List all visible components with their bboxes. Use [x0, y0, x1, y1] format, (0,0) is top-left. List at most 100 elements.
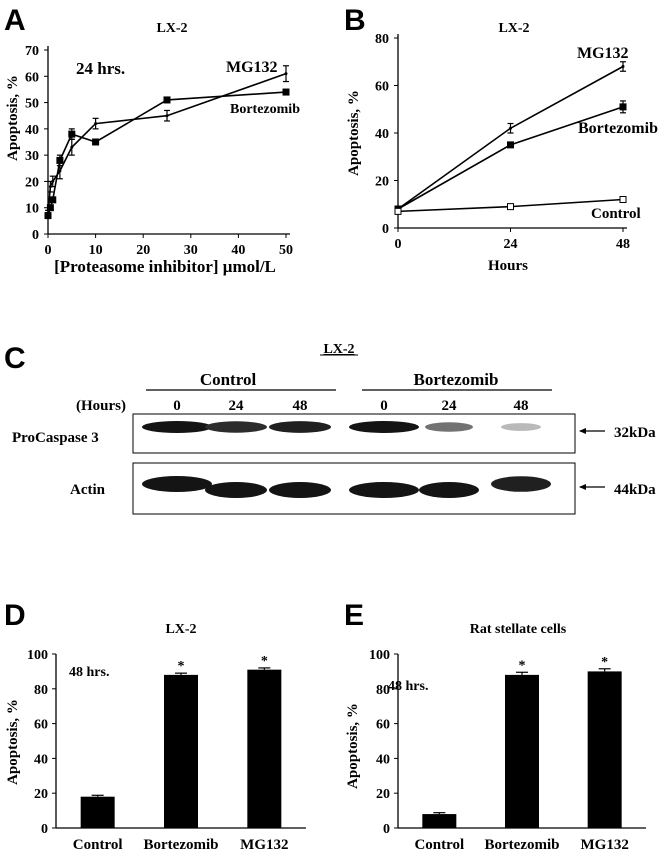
- y-tick-label: 60: [34, 718, 48, 733]
- y-tick-label: 0: [32, 228, 39, 243]
- panel-d: D LX-2 48 hrs. Apoptosis, % 0 20 40 60 80 100…: [4, 599, 306, 850]
- bar-bortezomib: [164, 674, 198, 828]
- panel-c: C LX-2 Control Bortezomib (Hours) 0 24 48 0…: [4, 342, 656, 515]
- panel-a: A LX-2 24 hrs. Apoptosis, % [Proteasome …: [4, 4, 300, 276]
- data-point-mg132: [165, 114, 169, 118]
- data-point-bortezomib: [56, 156, 64, 164]
- panel-c-letter: C: [4, 342, 26, 375]
- panel-a-title: LX-2: [156, 21, 187, 36]
- panel-b-xlabel: Hours: [488, 258, 528, 274]
- blot-band-procaspase3: [205, 421, 267, 433]
- plot-a: 0 10 20 30 40 50 60 70 0 10 20 30 40 50 MG132 Bortezomi…: [25, 44, 300, 258]
- y-tick-label: 60: [375, 80, 389, 95]
- blot-lane-label: 0: [173, 398, 181, 414]
- y-tick-label: 0: [382, 222, 389, 237]
- panel-b-letter: B: [344, 4, 366, 37]
- series-label-bortezomib: Bortezomib: [578, 120, 658, 137]
- x-category-label: MG132: [240, 837, 288, 850]
- significance-marker: *: [519, 658, 526, 673]
- y-tick-label: 80: [34, 683, 48, 698]
- x-tick-label: 0: [395, 237, 402, 252]
- data-point-bortezomib: [282, 88, 290, 96]
- y-tick-label: 20: [34, 787, 48, 802]
- y-tick-label: 20: [25, 175, 39, 190]
- panel-d-ylabel: Apoptosis, %: [5, 699, 21, 785]
- panel-e: E Rat stellate cells 48 hrs. Apoptosis, …: [344, 599, 646, 850]
- panel-e-time-label: 48 hrs.: [388, 679, 428, 694]
- x-tick-label: 10: [89, 243, 103, 258]
- y-tick-label: 40: [25, 123, 39, 138]
- blot-lane-label: 24: [229, 398, 245, 414]
- y-tick-label: 30: [25, 149, 39, 164]
- blot-band-actin: [349, 482, 419, 498]
- series-label-bortezomib: Bortezomib: [230, 102, 300, 117]
- x-category-label: Bortezomib: [144, 837, 219, 850]
- y-tick-label: 40: [376, 752, 390, 767]
- y-tick-label: 10: [25, 202, 39, 217]
- blot-band-procaspase3: [142, 421, 212, 433]
- y-tick-label: 60: [25, 70, 39, 85]
- series-line-mg132: [397, 65, 624, 210]
- blot-hours-label: (Hours): [76, 398, 126, 414]
- data-point-bortezomib: [46, 204, 54, 212]
- panel-e-letter: E: [344, 599, 364, 632]
- blot-band-actin: [419, 482, 479, 498]
- blot-membrane-procaspase3: [132, 413, 576, 454]
- data-point-control: [507, 203, 514, 211]
- data-point-bortezomib: [619, 103, 627, 111]
- blot-size-procaspase3: 32kDa: [614, 425, 656, 441]
- significance-marker: *: [261, 654, 268, 669]
- series-label-mg132: MG132: [577, 45, 629, 62]
- series-label-control: Control: [591, 206, 641, 222]
- y-tick-label: 80: [375, 32, 389, 47]
- x-tick-label: 20: [136, 243, 150, 258]
- blot-lane-label: 0: [380, 398, 388, 414]
- y-tick-label: 100: [369, 648, 390, 663]
- bar-mg132: [587, 671, 622, 828]
- data-point-bortezomib: [68, 130, 76, 138]
- blot-band-procaspase3: [501, 423, 541, 431]
- x-category-label: MG132: [581, 837, 629, 850]
- data-point-bortezomib: [92, 138, 100, 146]
- data-point-mg132: [51, 179, 55, 183]
- data-point-mg132: [621, 65, 625, 68]
- panel-a-letter: A: [4, 4, 26, 37]
- blot-band-actin: [269, 482, 331, 498]
- y-tick-label: 40: [34, 752, 48, 767]
- data-point-bortezomib: [49, 196, 57, 204]
- x-tick-label: 0: [45, 243, 52, 258]
- data-point-bortezomib: [507, 141, 514, 149]
- data-point-mg132: [509, 126, 512, 130]
- blot-arrowhead-actin: [579, 484, 586, 490]
- panel-a-time-label: 24 hrs.: [76, 59, 125, 78]
- data-point-mg132: [94, 122, 98, 126]
- data-point-control: [619, 196, 627, 203]
- series-label-mg132: MG132: [226, 59, 278, 76]
- panel-d-letter: D: [4, 599, 26, 632]
- panel-a-ylabel: Apoptosis, %: [5, 75, 21, 161]
- blot-band-procaspase3: [349, 421, 419, 433]
- blot-band-procaspase3: [269, 421, 331, 433]
- blot-row-label-procaspase3: ProCaspase 3: [12, 430, 99, 446]
- blot-size-actin: 44kDa: [614, 482, 656, 498]
- bar-bortezomib: [505, 674, 539, 828]
- y-tick-label: 20: [376, 787, 390, 802]
- x-category-label: Control: [73, 837, 123, 850]
- y-tick-label: 80: [376, 683, 390, 698]
- significance-marker: *: [601, 655, 608, 670]
- bar-mg132: [247, 669, 282, 828]
- blot-row-label-actin: Actin: [70, 482, 106, 498]
- x-category-label: Control: [414, 837, 464, 850]
- plot-e: 0 20 40 60 80 100 Control * Bortezomib * MG132: [369, 648, 646, 850]
- blot-band-actin: [142, 476, 212, 492]
- x-tick-label: 24: [504, 237, 518, 252]
- data-point-mg132: [70, 145, 74, 149]
- blot-group-label-bortezomib: Bortezomib: [414, 370, 499, 389]
- y-tick-label: 0: [383, 822, 390, 837]
- blot-lane-label: 48: [293, 398, 308, 414]
- blot-lane-label: 48: [514, 398, 529, 414]
- blot-group-label-control: Control: [200, 370, 257, 389]
- y-tick-label: 0: [41, 822, 48, 837]
- data-point-mg132: [58, 169, 62, 173]
